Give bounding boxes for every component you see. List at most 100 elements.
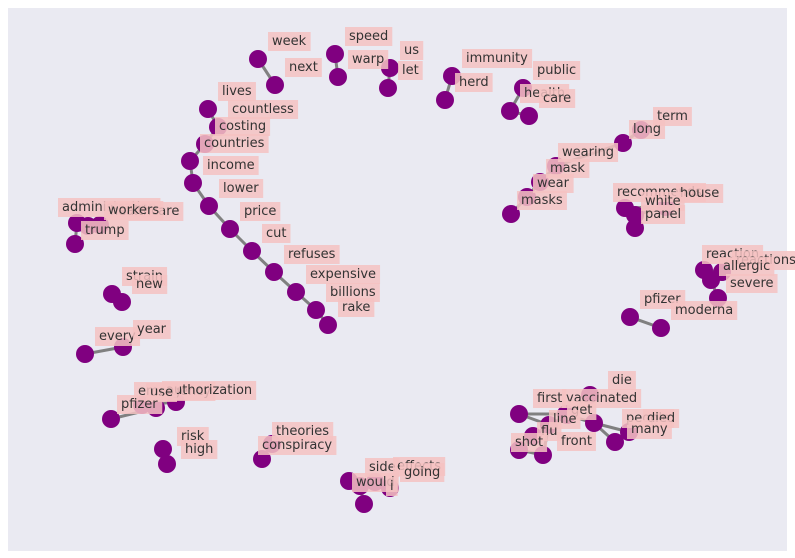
- node-label-text: panel: [645, 207, 681, 222]
- node-label-text: severe: [730, 276, 774, 291]
- label-box: [400, 41, 424, 60]
- label-pfizer-b: pfizer: [117, 395, 163, 414]
- label-box: [133, 320, 171, 339]
- label-box: [557, 432, 596, 451]
- label-box: [726, 274, 778, 293]
- node-label-text: shot: [515, 435, 543, 450]
- node-refuses: [265, 263, 283, 281]
- node-price: [221, 220, 239, 238]
- node-label-text: allergic: [723, 259, 770, 274]
- label-care: care: [539, 89, 576, 108]
- node-label-text: billions: [330, 285, 376, 300]
- label-severe: severe: [726, 274, 778, 293]
- label-costing: costing: [215, 117, 271, 136]
- node-label-text: every: [99, 329, 136, 344]
- label-box: [203, 156, 259, 175]
- label-box: [181, 440, 218, 459]
- label-allergic: allergic: [719, 257, 775, 276]
- node-label-text: new: [136, 277, 163, 292]
- node-label-text: masks: [521, 193, 563, 208]
- label-authorization: authorization: [162, 381, 257, 400]
- label-speed: speed: [345, 27, 393, 46]
- node-label-text: warp: [352, 52, 384, 67]
- node-billions: [307, 301, 325, 319]
- node-speed: [326, 45, 344, 63]
- label-box: [462, 49, 533, 68]
- label-box: [676, 184, 724, 203]
- node-label-text: i: [390, 479, 394, 494]
- node-pfizer-b: [102, 410, 120, 428]
- label-year: year: [133, 320, 171, 339]
- label-box: [629, 120, 666, 139]
- label-workers: workers: [104, 201, 164, 220]
- node-panel: [626, 219, 644, 237]
- label-box: [218, 82, 256, 101]
- node-label-text: first: [537, 391, 562, 406]
- node-masks: [502, 205, 520, 223]
- node-label-text: us: [404, 43, 419, 58]
- node-label-text: costing: [219, 119, 266, 134]
- label-countless: countless: [228, 100, 299, 119]
- node-moderna: [652, 319, 670, 337]
- label-layer: week next speed warp us let immunity herd public…: [58, 27, 795, 496]
- label-box: [215, 117, 271, 136]
- label-box: [268, 32, 311, 51]
- label-trump: trump: [81, 221, 129, 240]
- node-label-text: front: [561, 434, 592, 449]
- label-wearing: wearing: [558, 143, 619, 162]
- node-label-text: refuses: [288, 247, 336, 262]
- node-cut: [243, 242, 261, 260]
- label-immunity: immunity: [462, 49, 533, 68]
- label-box: [95, 327, 141, 346]
- label-box: [200, 134, 269, 153]
- node-week: [249, 50, 267, 68]
- label-first: first: [533, 389, 567, 408]
- label-front: front: [557, 432, 596, 451]
- node-label-text: income: [207, 158, 255, 173]
- node-label-text: house: [680, 186, 719, 201]
- node-label-text: price: [244, 204, 276, 219]
- node-let: [379, 79, 397, 97]
- label-next: next: [285, 58, 322, 77]
- node-label-text: mask: [550, 161, 585, 176]
- label-box: [365, 458, 400, 477]
- node-label-text: speed: [349, 29, 388, 44]
- label-box: [132, 275, 168, 294]
- node-label-text: let: [402, 63, 419, 78]
- node-label-text: cut: [266, 226, 286, 241]
- label-week: week: [268, 32, 311, 51]
- label-new: new: [132, 275, 168, 294]
- node-label-text: side: [369, 460, 396, 475]
- node-next: [266, 76, 284, 94]
- label-public: public: [533, 61, 581, 80]
- node-label-text: many: [631, 422, 668, 437]
- node-many: [606, 433, 624, 451]
- label-high: high: [181, 440, 218, 459]
- label-box: [326, 283, 380, 302]
- node-warp: [329, 68, 347, 86]
- label-box: [386, 477, 398, 496]
- node-label-text: countries: [204, 136, 265, 151]
- label-cut: cut: [262, 224, 291, 243]
- node-label-text: lower: [223, 181, 259, 196]
- label-box: [162, 381, 257, 400]
- node-label-text: week: [272, 34, 307, 49]
- node-label-text: pfizer: [121, 397, 158, 412]
- label-box: [117, 395, 163, 414]
- label-box: [546, 159, 590, 178]
- label-box: [641, 205, 686, 224]
- label-box: [81, 221, 129, 240]
- label-box: [262, 224, 291, 243]
- node-label-text: going: [404, 465, 440, 480]
- label-let: let: [398, 61, 423, 80]
- node-i: [355, 495, 373, 513]
- node-trump: [66, 235, 84, 253]
- label-box: [398, 61, 423, 80]
- label-billions: billions: [326, 283, 380, 302]
- label-many: many: [627, 420, 672, 439]
- label-every: every: [95, 327, 141, 346]
- node-label-text: next: [289, 60, 318, 75]
- node-first: [510, 405, 528, 423]
- label-die: die: [608, 371, 636, 390]
- label-rake: rake: [338, 298, 375, 317]
